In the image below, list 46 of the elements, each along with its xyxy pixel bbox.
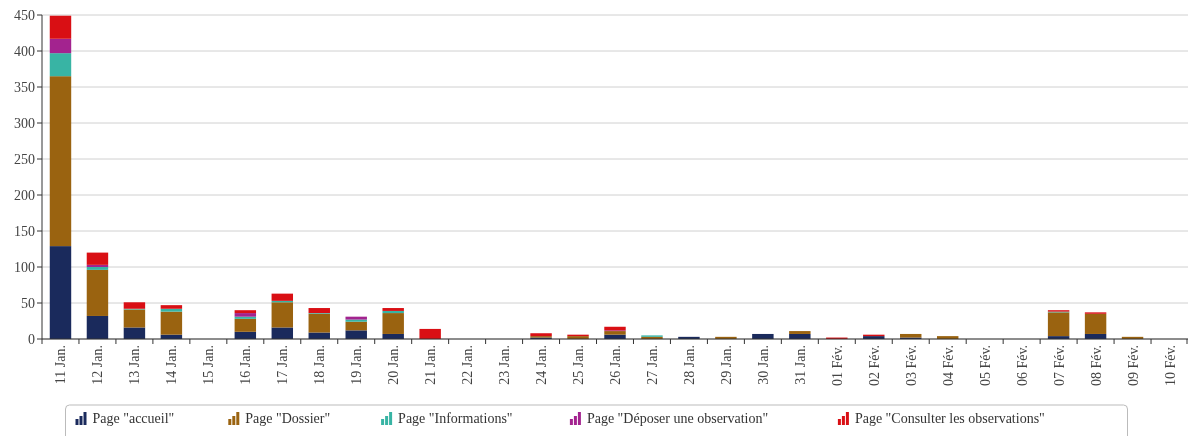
- legend-label: Page "Dossier": [245, 411, 331, 427]
- y-tick-label: 300: [14, 115, 35, 131]
- x-tick-label: 08 Fév.: [1088, 345, 1104, 387]
- x-tick-label: 02 Fév.: [866, 345, 882, 387]
- y-tick-label: 250: [14, 151, 35, 167]
- y-tick-label: 450: [14, 7, 35, 23]
- x-tick-label: 30 Jan.: [755, 345, 771, 385]
- x-tick-label: 17 Jan.: [275, 345, 291, 385]
- x-tick-label: 25 Jan.: [571, 345, 587, 385]
- x-tick-label: 10 Fév.: [1162, 345, 1178, 387]
- legend-label: Page "accueil": [92, 411, 175, 427]
- x-tick-label: 23 Jan.: [497, 345, 513, 385]
- legend-label: Page "Consulter les observations": [854, 411, 1045, 427]
- x-tick-label: 03 Fév.: [903, 345, 919, 387]
- x-tick-label: 06 Fév.: [1014, 345, 1030, 387]
- x-tick-label: 20 Jan.: [386, 345, 402, 385]
- x-tick-label: 14 Jan.: [164, 345, 180, 385]
- x-tick-label: 19 Jan.: [349, 345, 365, 385]
- x-tick-label: 12 Jan.: [90, 345, 106, 385]
- x-tick-label: 27 Jan.: [644, 345, 660, 385]
- x-tick-label: 11 Jan.: [53, 345, 69, 385]
- y-tick-label: 400: [14, 43, 35, 59]
- x-tick-label: 09 Fév.: [1125, 345, 1141, 387]
- x-tick-label: 26 Jan.: [608, 345, 623, 385]
- legend-label: Page "Informations": [398, 411, 513, 427]
- y-tick-label: 100: [14, 259, 35, 275]
- x-tick-label: 05 Fév.: [977, 345, 993, 387]
- x-tick-label: 21 Jan.: [423, 345, 439, 385]
- x-tick-label: 31 Jan.: [792, 345, 808, 385]
- x-tick-label: 29 Jan.: [718, 345, 734, 385]
- x-tick-label: 16 Jan.: [238, 345, 254, 385]
- y-tick-label: 350: [14, 79, 35, 95]
- y-tick-label: 50: [21, 295, 35, 311]
- y-tick-label: 200: [14, 187, 35, 203]
- x-tick-label: 28 Jan.: [681, 345, 697, 385]
- y-tick-label: 150: [14, 223, 35, 239]
- x-tick-label: 15 Jan.: [201, 345, 217, 385]
- x-tick-label: 22 Jan.: [460, 345, 476, 385]
- x-tick-label: 01 Fév.: [829, 345, 845, 387]
- x-tick-label: 04 Fév.: [940, 345, 956, 387]
- x-tick-label: 18 Jan.: [312, 345, 328, 385]
- y-tick-label: 0: [28, 331, 35, 347]
- legend-label: Page "Déposer une observation": [586, 411, 769, 427]
- x-tick-label: 13 Jan.: [127, 345, 143, 385]
- x-tick-label: 24 Jan.: [534, 345, 550, 385]
- x-tick-label: 07 Fév.: [1051, 345, 1067, 387]
